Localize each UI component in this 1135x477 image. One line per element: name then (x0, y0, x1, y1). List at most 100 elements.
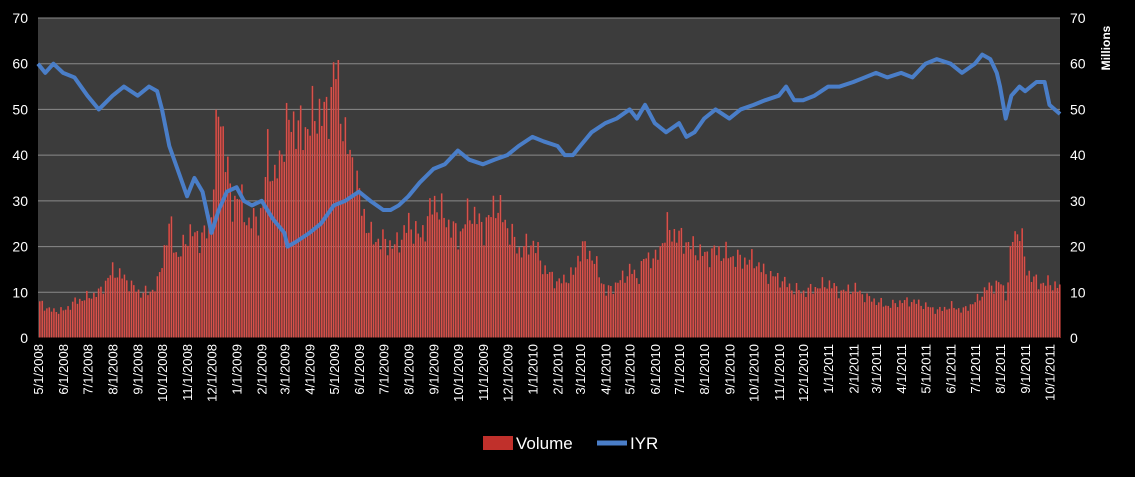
volume-bar (682, 253, 685, 338)
volume-bar (798, 290, 800, 338)
volume-bar (208, 214, 210, 338)
volume-bar (746, 264, 749, 338)
volume-bar (612, 293, 615, 338)
volume-bar (866, 293, 868, 338)
volume-bar (97, 288, 100, 338)
right-axis: 0 10 20 30 40 50 60 70 (1070, 10, 1086, 346)
x-tick-label: 3/1/2011 (869, 344, 884, 394)
volume-bar (727, 258, 730, 338)
volume-bar (196, 230, 199, 338)
volume-bar (269, 181, 271, 338)
volume-bar (140, 297, 142, 338)
volume-bar (447, 219, 450, 338)
left-tick-label: 10 (12, 284, 28, 300)
volume-bar (1000, 284, 1002, 338)
volume-bar (135, 291, 138, 338)
volume-bar (175, 252, 177, 338)
volume-bar (266, 129, 269, 338)
volume-bar (74, 297, 76, 338)
volume-bar (614, 282, 617, 338)
volume-bar (490, 217, 492, 338)
volume-bar (699, 244, 702, 338)
volume-bar (732, 256, 734, 338)
volume-bar (229, 183, 232, 338)
volume-bar (828, 280, 831, 338)
volume-bar (537, 242, 539, 338)
volume-bar (396, 232, 398, 338)
volume-bar (187, 245, 189, 338)
volume-bar (1002, 285, 1005, 338)
left-tick-label: 0 (20, 330, 28, 346)
volume-bar (915, 303, 918, 338)
volume-bar (654, 249, 657, 338)
x-tick-label: 2/1/2009 (255, 344, 270, 395)
x-tick-label: 8/1/2009 (401, 344, 416, 395)
volume-bar (955, 309, 958, 338)
volume-bar (946, 309, 948, 338)
volume-bar (680, 227, 683, 338)
volume-bar (210, 217, 213, 338)
volume-bar (1021, 228, 1023, 338)
volume-bar (668, 230, 671, 338)
volume-bar (299, 105, 302, 339)
volume-bar (372, 244, 375, 338)
x-tick-label: 5/1/2011 (919, 344, 934, 394)
volume-bar (920, 305, 922, 338)
x-tick-label: 9/1/2009 (427, 344, 442, 395)
volume-bar (114, 277, 116, 338)
volume-bar (960, 312, 962, 338)
volume-bar (903, 300, 906, 338)
volume-bar (438, 219, 441, 338)
volume-bar (288, 119, 290, 338)
volume-bar (297, 120, 300, 339)
volume-bar (863, 302, 866, 338)
volume-bar (1042, 282, 1045, 338)
volume-bar (457, 249, 459, 338)
volume-bar (882, 306, 885, 338)
right-axis-label: Millions (1099, 25, 1113, 70)
volume-bar (917, 299, 920, 338)
volume-bar (671, 241, 673, 338)
volume-bar (398, 252, 401, 338)
volume-bar (48, 307, 51, 338)
volume-bar (661, 243, 664, 338)
left-tick-label: 60 (12, 56, 28, 72)
volume-bar (1044, 285, 1047, 338)
volume-bar (906, 297, 908, 338)
volume-bar (1040, 283, 1042, 338)
volume-bar (137, 289, 140, 338)
volume-bar (69, 309, 72, 338)
volume-bar (892, 299, 894, 338)
volume-bar (1047, 275, 1049, 338)
volume-bar (431, 214, 434, 338)
volume-bar (459, 231, 462, 338)
volume-bar (360, 215, 363, 338)
volume-bar (271, 180, 274, 338)
volume-bar (259, 208, 262, 338)
x-tick-label: 11/1/2010 (772, 344, 787, 401)
volume-bar (692, 236, 694, 338)
volume-bar (631, 273, 633, 338)
volume-bar (55, 312, 58, 338)
volume-bar (753, 268, 756, 338)
volume-bar (739, 254, 741, 338)
volume-bar (231, 221, 234, 338)
x-tick-label: 12/1/2010 (796, 344, 811, 402)
volume-bar (71, 301, 74, 338)
x-tick-label: 2/1/2010 (551, 344, 566, 395)
volume-bar (424, 241, 427, 338)
volume-bar (483, 245, 485, 338)
volume-bar (553, 288, 556, 338)
volume-bar (983, 287, 986, 338)
volume-bar (1035, 274, 1038, 338)
volume-bar (43, 310, 46, 338)
volume-bar (990, 285, 993, 338)
right-tick-label: 20 (1070, 239, 1086, 255)
volume-bar (887, 305, 890, 338)
volume-bar (539, 260, 542, 338)
volume-bar (704, 251, 706, 338)
volume-bar (1030, 281, 1033, 338)
volume-bar (758, 262, 760, 338)
volume-bar (426, 216, 429, 338)
